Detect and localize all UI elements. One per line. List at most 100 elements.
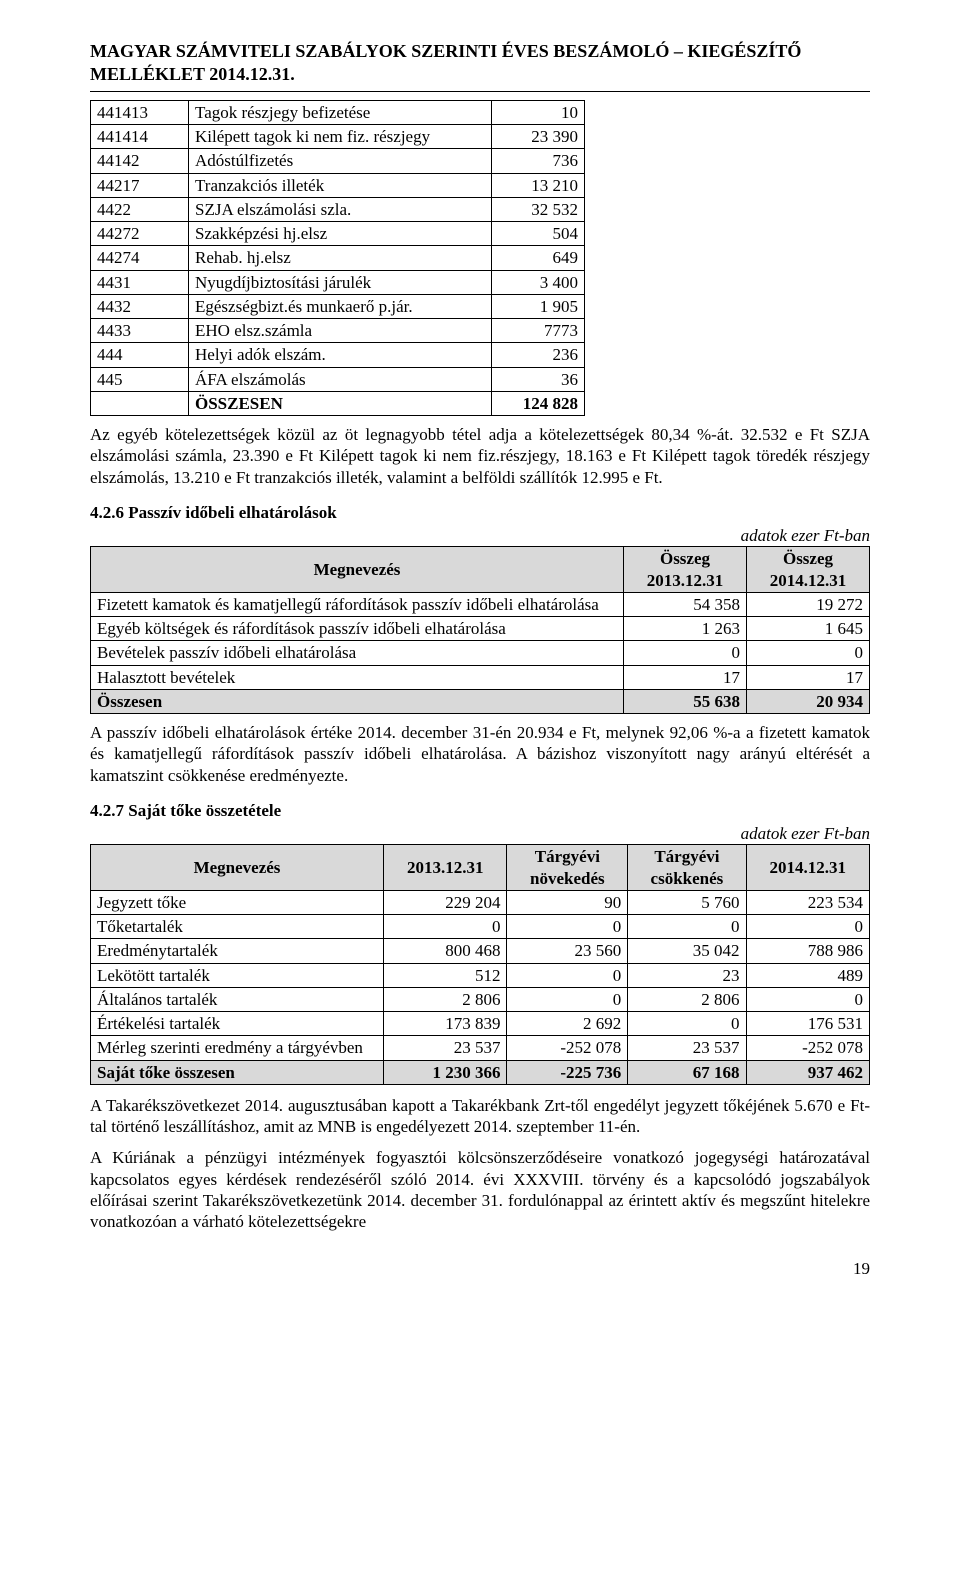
cell-2013: 54 358 (624, 592, 747, 616)
equity-table: Megnevezés 2013.12.31 Tárgyévi növekedés… (90, 844, 870, 1085)
table-row: Halasztott bevételek1717 (91, 665, 870, 689)
cell-label: Kilépett tagok ki nem fiz. részjegy (189, 125, 492, 149)
cell-2013: 1 263 (624, 617, 747, 641)
cell-increase: 2 692 (507, 1012, 628, 1036)
cell-label: Egészségbizt.és munkaerő p.jár. (189, 294, 492, 318)
cell-decrease: 0 (628, 1012, 746, 1036)
equity-col-2013: 2013.12.31 (384, 845, 507, 891)
cell-code: 4422 (91, 197, 189, 221)
cell-2014: 223 534 (746, 890, 869, 914)
cell-label: Szakképzési hj.elsz (189, 222, 492, 246)
table-row: 441413Tagok részjegy befizetése10 (91, 100, 585, 124)
cell-value: 10 (492, 100, 585, 124)
document-header: MAGYAR SZÁMVITELI SZABÁLYOK SZERINTI ÉVE… (90, 40, 870, 87)
cell-value: 3 400 (492, 270, 585, 294)
cell-code: 441413 (91, 100, 189, 124)
cell-decrease: 23 537 (628, 1036, 746, 1060)
cell-label: Mérleg szerinti eredmény a tárgyévben (91, 1036, 384, 1060)
total-2013: 55 638 (624, 689, 747, 713)
table-row: Egyéb költségek és ráfordítások passzív … (91, 617, 870, 641)
cell-label: Adóstúlfizetés (189, 149, 492, 173)
cell-2014: 0 (747, 641, 870, 665)
cell-label: Eredménytartalék (91, 939, 384, 963)
cell-value: 23 390 (492, 125, 585, 149)
cell-value: 1 905 (492, 294, 585, 318)
cell-code: 44217 (91, 173, 189, 197)
section-427-title: 4.2.7 Saját tőke összetétele (90, 800, 870, 821)
cell-value: 13 210 (492, 173, 585, 197)
accruals-col-name: Megnevezés (91, 547, 624, 593)
cell-value: 7773 (492, 319, 585, 343)
cell-2013: 0 (624, 641, 747, 665)
table-row: 44142Adóstúlfizetés736 (91, 149, 585, 173)
table-row: Tőketartalék0000 (91, 915, 870, 939)
table-row: 4422SZJA elszámolási szla.32 532 (91, 197, 585, 221)
paragraph-equity-1: A Takarékszövetkezet 2014. augusztusában… (90, 1095, 870, 1138)
cell-increase: 0 (507, 915, 628, 939)
liabilities-table: 441413Tagok részjegy befizetése10441414K… (90, 100, 585, 416)
total-label: Saját tőke összesen (91, 1060, 384, 1084)
cell-label: Lekötött tartalék (91, 963, 384, 987)
cell-value: 736 (492, 149, 585, 173)
cell-label: Általános tartalék (91, 987, 384, 1011)
cell-label: Egyéb költségek és ráfordítások passzív … (91, 617, 624, 641)
cell-code: 441414 (91, 125, 189, 149)
table-row: Fizetett kamatok és kamatjellegű ráfordí… (91, 592, 870, 616)
cell-increase: 90 (507, 890, 628, 914)
cell-2014: 17 (747, 665, 870, 689)
cell-code: 4433 (91, 319, 189, 343)
accruals-col-2014: Összeg 2014.12.31 (747, 547, 870, 593)
equity-col-decrease: Tárgyévi csökkenés (628, 845, 746, 891)
cell-label: Fizetett kamatok és kamatjellegű ráfordí… (91, 592, 624, 616)
paragraph-accruals: A passzív időbeli elhatárolások értéke 2… (90, 722, 870, 786)
total-2014: 20 934 (747, 689, 870, 713)
table-row: 445ÁFA elszámolás36 (91, 367, 585, 391)
unit-note-2: adatok ezer Ft-ban (90, 823, 870, 844)
cell-value: 236 (492, 343, 585, 367)
cell-2013: 0 (384, 915, 507, 939)
table-row: Mérleg szerinti eredmény a tárgyévben 23 … (91, 1036, 870, 1060)
cell-increase: 23 560 (507, 939, 628, 963)
unit-note-1: adatok ezer Ft-ban (90, 525, 870, 546)
cell-increase: 0 (507, 963, 628, 987)
table-row: Lekötött tartalék512023489 (91, 963, 870, 987)
section-426-title: 4.2.6 Passzív időbeli elhatárolások (90, 502, 870, 523)
cell-decrease: 5 760 (628, 890, 746, 914)
cell-2013: 800 468 (384, 939, 507, 963)
accruals-table: Megnevezés Összeg 2013.12.31 Összeg 2014… (90, 546, 870, 714)
cell-2013: 229 204 (384, 890, 507, 914)
cell-code: 44272 (91, 222, 189, 246)
cell-code: 4431 (91, 270, 189, 294)
cell-2014: 0 (746, 915, 869, 939)
total-label: Összesen (91, 689, 624, 713)
page-number: 19 (90, 1258, 870, 1279)
cell-2013: 2 806 (384, 987, 507, 1011)
cell-code: 44142 (91, 149, 189, 173)
paragraph-liabilities: Az egyéb kötelezettségek közül az öt leg… (90, 424, 870, 488)
cell-2014: 19 272 (747, 592, 870, 616)
table-row: 44272Szakképzési hj.elsz504 (91, 222, 585, 246)
table-total-row: Összesen55 63820 934 (91, 689, 870, 713)
cell-decrease: 0 (628, 915, 746, 939)
cell-2013: 173 839 (384, 1012, 507, 1036)
cell-value: 36 (492, 367, 585, 391)
cell-code: 44274 (91, 246, 189, 270)
cell-2014: 489 (746, 963, 869, 987)
table-row: 44274Rehab. hj.elsz649 (91, 246, 585, 270)
equity-col-2014: 2014.12.31 (746, 845, 869, 891)
cell-2014: -252 078 (746, 1036, 869, 1060)
cell-label: Jegyzett tőke (91, 890, 384, 914)
cell-2014: 1 645 (747, 617, 870, 641)
table-row: 4433EHO elsz.számla7773 (91, 319, 585, 343)
table-total-row: Saját tőke összesen1 230 366-225 73667 1… (91, 1060, 870, 1084)
total-value: 124 828 (492, 391, 585, 415)
total-2014: 937 462 (746, 1060, 869, 1084)
table-row: Bevételek passzív időbeli elhatárolása00 (91, 641, 870, 665)
cell-increase: -252 078 (507, 1036, 628, 1060)
total-increase: -225 736 (507, 1060, 628, 1084)
equity-col-name: Megnevezés (91, 845, 384, 891)
cell-label: Tranzakciós illeték (189, 173, 492, 197)
cell-label: Tőketartalék (91, 915, 384, 939)
table-row: 4432Egészségbizt.és munkaerő p.jár.1 905 (91, 294, 585, 318)
header-rule (90, 91, 870, 92)
